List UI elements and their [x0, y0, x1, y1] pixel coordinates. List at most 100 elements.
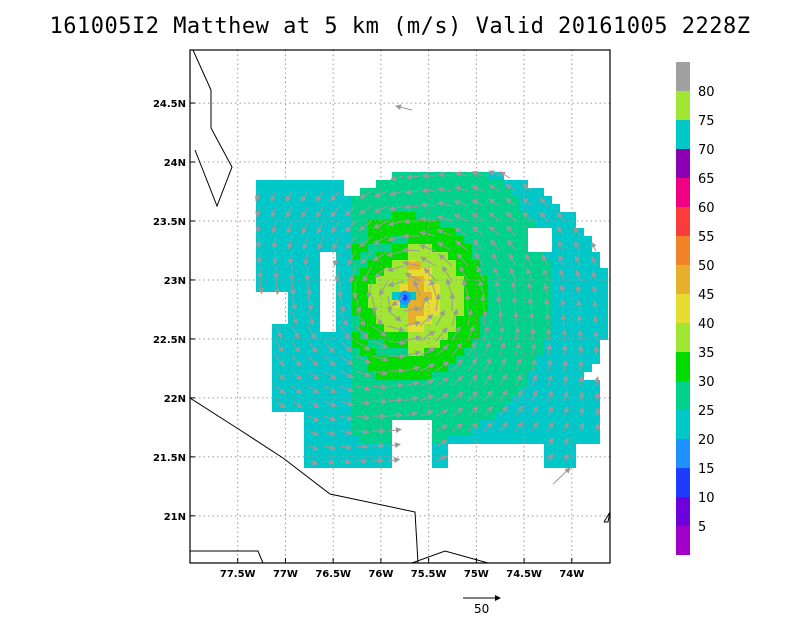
wind-vector: [339, 385, 355, 393]
speed-cell: [296, 244, 304, 252]
speed-cell: [496, 404, 504, 412]
speed-cell: [376, 284, 384, 292]
speed-cell: [336, 228, 344, 236]
speed-cell: [376, 220, 384, 228]
speed-cell: [360, 188, 368, 196]
speed-cell: [432, 396, 440, 404]
speed-cell: [312, 324, 320, 332]
speed-cell: [400, 276, 408, 284]
speed-cell: [376, 444, 384, 452]
speed-cell: [408, 356, 416, 364]
speed-cell: [448, 420, 456, 428]
wind-vector: [573, 226, 581, 237]
speed-cell: [520, 300, 528, 308]
speed-cell: [456, 316, 464, 324]
speed-cell: [304, 212, 312, 220]
wind-vector: [593, 376, 600, 387]
speed-cell: [464, 220, 472, 228]
wind-vector: [286, 205, 293, 219]
speed-cell: [584, 260, 592, 268]
speed-cell: [304, 180, 312, 188]
speed-cell: [352, 460, 360, 468]
speed-cell: [584, 252, 592, 260]
speed-cell: [392, 412, 400, 420]
wind-vector: [435, 393, 450, 402]
wind-vector: [545, 327, 552, 342]
speed-cell: [480, 244, 488, 252]
speed-cell: [568, 212, 576, 220]
wind-vector: [574, 240, 581, 252]
speed-cell: [272, 252, 280, 260]
speed-cell: [456, 236, 464, 244]
speed-cell: [488, 396, 496, 404]
speed-cell: [576, 372, 584, 380]
wind-vector: [355, 399, 371, 406]
speed-cell: [368, 316, 376, 324]
wind-vector: [291, 355, 302, 367]
speed-cell: [536, 404, 544, 412]
wind-vector: [543, 297, 550, 312]
speed-cell: [280, 396, 288, 404]
speed-cell: [544, 428, 552, 436]
speed-cell: [488, 236, 496, 244]
speed-cell: [432, 324, 440, 332]
speed-cell: [416, 308, 424, 316]
speed-cell: [312, 436, 320, 444]
wind-vector: [435, 309, 445, 327]
speed-cell: [336, 356, 344, 364]
colorbar-segment: [676, 381, 690, 410]
speed-cell: [328, 404, 336, 412]
speed-cell: [440, 172, 448, 180]
speed-cell: [376, 308, 384, 316]
wind-vector: [316, 220, 325, 235]
speed-cell: [480, 436, 488, 444]
wind-vector: [531, 373, 538, 387]
colorbar-label: 70: [698, 143, 715, 158]
wind-vector: [371, 457, 385, 464]
colorbar-label: 65: [698, 172, 715, 187]
speed-cell: [464, 340, 472, 348]
wind-vector: [257, 280, 264, 295]
speed-cell: [440, 436, 448, 444]
speed-cell: [376, 460, 384, 468]
speed-cell: [312, 244, 320, 252]
wind-vector: [577, 344, 584, 357]
colorbar-segment: [676, 526, 690, 555]
speed-cell: [496, 188, 504, 196]
speed-cell: [272, 180, 280, 188]
speed-cell: [464, 204, 472, 212]
speed-cell: [568, 396, 576, 404]
speed-cell: [552, 228, 560, 236]
speed-cell: [352, 252, 360, 260]
speed-cell: [480, 236, 488, 244]
speed-cell: [368, 436, 376, 444]
speed-cell: [424, 380, 432, 388]
speed-cell: [336, 196, 344, 204]
speed-cell: [288, 364, 296, 372]
speed-cell: [488, 316, 496, 324]
speed-cell: [432, 460, 440, 468]
speed-cell: [440, 316, 448, 324]
wind-vector: [594, 422, 600, 432]
speed-cell: [376, 372, 384, 380]
speed-cell: [352, 444, 360, 452]
speed-cell: [312, 428, 320, 436]
speed-cell: [304, 300, 312, 308]
speed-cell: [328, 396, 336, 404]
wind-vector: [419, 313, 434, 327]
wind-vector: [483, 405, 494, 417]
wind-vector: [462, 279, 469, 297]
speed-cell: [320, 348, 328, 356]
speed-cell: [584, 236, 592, 244]
wind-vector: [491, 252, 501, 267]
wind-vector: [371, 340, 389, 349]
wind-vector: [593, 391, 600, 402]
speed-cell: [288, 332, 296, 340]
speed-cell: [472, 180, 480, 188]
speed-cell: [512, 428, 520, 436]
speed-cell: [432, 444, 440, 452]
speed-cell: [368, 404, 376, 412]
wind-vector: [287, 235, 293, 250]
wind-vector: [547, 390, 553, 402]
wind-vector: [349, 265, 357, 283]
